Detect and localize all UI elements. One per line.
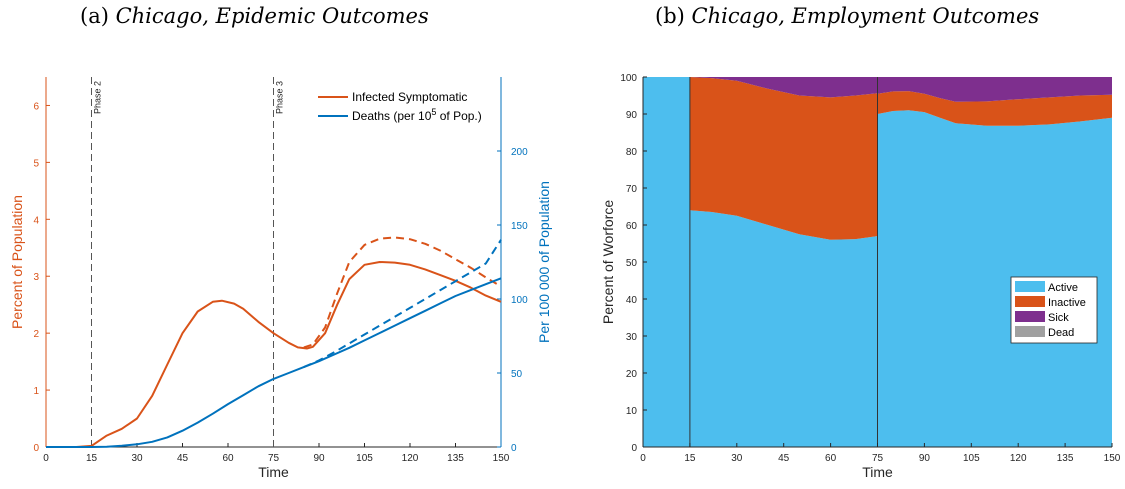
epidemic-x-axis-label: Time xyxy=(258,464,289,480)
employment-chart: 0 15 30 45 60 75 90 105 120 135 150 0 10 20 30 40 50 60 70… xyxy=(600,73,1121,480)
employment-x-axis-label: Time xyxy=(862,464,893,480)
area-inactive xyxy=(643,77,1112,240)
employment-y-tick-label: 20 xyxy=(626,369,638,380)
epidemic-x-tick-label: 0 xyxy=(43,453,49,464)
epidemic-right-tick-label: 0 xyxy=(511,443,517,454)
epidemic-left-axis-label: Percent of Population xyxy=(9,195,25,329)
epidemic-x-tick-label: 15 xyxy=(86,453,98,464)
panel-b-title-text: Chicago, Employment Outcomes xyxy=(691,4,1040,28)
epidemic-right-tick-label: 100 xyxy=(511,295,528,306)
employment-y-tick-label: 90 xyxy=(626,110,638,121)
epidemic-right-tick-label: 200 xyxy=(511,147,528,158)
employment-y-tick-label: 40 xyxy=(626,295,638,306)
employment-y-tick-label: 50 xyxy=(626,258,638,269)
epidemic-right-tick-label: 50 xyxy=(511,369,523,380)
epidemic-x-tick-label: 105 xyxy=(356,453,373,464)
legend-active-swatch xyxy=(1015,281,1045,292)
legend-dead-label: Dead xyxy=(1048,327,1074,339)
legend-active-label: Active xyxy=(1048,282,1078,294)
legend-deaths-label: Deaths (per 105 of Pop.) xyxy=(352,107,482,123)
epidemic-x-tick-label: 60 xyxy=(222,453,234,464)
epidemic-phase-label: Phase 2 xyxy=(93,81,103,114)
epidemic-x-tick-label: 75 xyxy=(268,453,280,464)
legend-inactive-label: Inactive xyxy=(1048,297,1086,309)
employment-x-tick-label: 0 xyxy=(640,453,646,464)
employment-y-axis-label: Percent of Worforce xyxy=(600,200,616,324)
employment-x-tick-label: 60 xyxy=(825,453,837,464)
infected-series-line xyxy=(46,261,502,448)
infected-series-line xyxy=(303,236,502,349)
epidemic-left-tick-label: 3 xyxy=(33,272,39,283)
epidemic-x-tick-label: 120 xyxy=(402,453,419,464)
employment-x-tick-label: 15 xyxy=(684,453,696,464)
epidemic-x-tick-label: 150 xyxy=(493,453,510,464)
legend-infected-label: Infected Symptomatic xyxy=(352,90,467,104)
employment-x-tick-label: 30 xyxy=(731,453,743,464)
legend-sick-label: Sick xyxy=(1048,312,1069,324)
employment-x-tick-label: 135 xyxy=(1057,453,1074,464)
epidemic-left-tick-label: 1 xyxy=(33,386,39,397)
employment-x-tick-label: 150 xyxy=(1104,453,1121,464)
epidemic-phase-label: Phase 3 xyxy=(275,81,285,114)
epidemic-left-tick-label: 0 xyxy=(33,443,39,454)
employment-y-tick-label: 80 xyxy=(626,147,638,158)
employment-y-tick-label: 0 xyxy=(631,443,637,454)
epidemic-left-tick-label: 6 xyxy=(33,101,39,112)
employment-x-tick-label: 120 xyxy=(1010,453,1027,464)
legend-dead-swatch xyxy=(1015,326,1045,337)
epidemic-right-tick-label: 150 xyxy=(511,221,528,232)
epidemic-left-tick-label: 5 xyxy=(33,158,39,169)
employment-y-tick-label: 10 xyxy=(626,406,638,417)
epidemic-chart: 0 15 30 45 60 75 90 105 120 135 150Time0123456Perc… xyxy=(9,77,552,480)
legend-inactive-swatch xyxy=(1015,296,1045,307)
employment-y-tick-label: 60 xyxy=(626,221,638,232)
panel-a-title-label: (a) xyxy=(80,4,109,28)
epidemic-right-axis-label: Per 100 000 of Population xyxy=(536,181,552,343)
epidemic-x-tick-label: 135 xyxy=(447,453,464,464)
panel-b-title: (b) Chicago, Employment Outcomes xyxy=(655,4,1039,28)
legend-sick-swatch xyxy=(1015,311,1045,322)
employment-x-tick-label: 105 xyxy=(963,453,980,464)
legend-deaths-text-1: Deaths (per 10 xyxy=(352,109,432,123)
panel-a-title: (a) Chicago, Epidemic Outcomes xyxy=(80,4,429,28)
deaths-series-line xyxy=(46,277,502,448)
employment-y-tick-label: 30 xyxy=(626,332,638,343)
epidemic-x-tick-label: 90 xyxy=(313,453,325,464)
panel-a-title-text: Chicago, Epidemic Outcomes xyxy=(115,4,429,28)
epidemic-x-tick-label: 30 xyxy=(131,453,143,464)
employment-x-tick-label: 45 xyxy=(778,453,790,464)
employment-y-tick-label: 100 xyxy=(620,73,637,84)
legend-deaths-superscript: 5 xyxy=(431,107,436,117)
panel-b-title-label: (b) xyxy=(655,4,685,28)
employment-x-tick-label: 75 xyxy=(872,453,884,464)
employment-x-tick-label: 90 xyxy=(919,453,931,464)
deaths-series-line xyxy=(303,239,502,369)
epidemic-left-tick-label: 4 xyxy=(33,215,39,226)
epidemic-x-tick-label: 45 xyxy=(177,453,189,464)
employment-y-tick-label: 70 xyxy=(626,184,638,195)
epidemic-left-tick-label: 2 xyxy=(33,329,39,340)
legend-deaths-text-2: of Pop.) xyxy=(436,109,481,123)
